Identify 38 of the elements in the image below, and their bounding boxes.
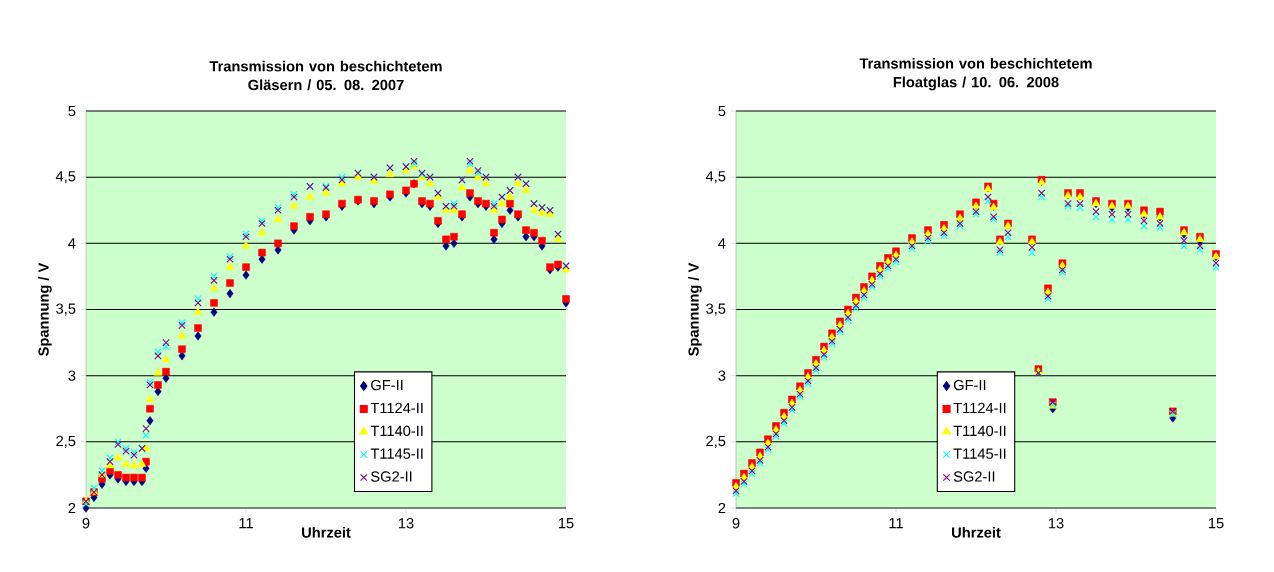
y-axis-title: Spannung / V xyxy=(688,262,702,356)
y-axis-title: Spannung / V xyxy=(38,262,52,356)
y-tick-label: 3,5 xyxy=(706,303,726,316)
y-tick-label: 3,5 xyxy=(56,303,76,316)
x-axis-title: Uhrzeit xyxy=(952,526,1001,538)
y-tick-label: 3 xyxy=(68,370,76,381)
y-tick-label: 2,5 xyxy=(56,435,76,448)
legend-label: T1124-II xyxy=(370,402,423,414)
legend-label: T1140-II xyxy=(953,425,1006,437)
x-tick-label: 15 xyxy=(1208,518,1224,529)
legend-label: GF-II xyxy=(953,379,986,391)
y-tick-label: 2,5 xyxy=(706,435,726,448)
legend-label: T1124-II xyxy=(953,402,1006,414)
x-tick-label: 13 xyxy=(1048,518,1064,529)
y-tick-label: 4,5 xyxy=(705,171,726,184)
chart-title: Transmission von beschichtetem Gläsern / 05. 08. 2007 xyxy=(209,60,442,91)
legend-label: GF-II xyxy=(371,379,403,391)
legend-label: SG2-II xyxy=(371,471,412,482)
y-tick-label: 2 xyxy=(718,502,726,514)
y-tick-label: 2 xyxy=(68,502,76,514)
y-tick-label: 3 xyxy=(718,370,726,381)
x-tick-label: 11 xyxy=(889,518,903,529)
y-tick-label: 4 xyxy=(68,238,76,249)
x-axis-title: Uhrzeit xyxy=(302,526,351,538)
legend-label: T1145-II xyxy=(953,448,1006,459)
chart-title: Transmission von beschichtetem Floatglas / 10. 06. 2008 xyxy=(859,57,1092,91)
x-tick-label: 9 xyxy=(732,518,740,529)
y-tick-label: 5 xyxy=(718,105,726,117)
legend-label: T1140-II xyxy=(370,425,423,437)
y-tick-label: 4,5 xyxy=(55,171,76,184)
x-tick-label: 13 xyxy=(398,518,414,529)
x-tick-label: 9 xyxy=(82,518,90,529)
x-tick-label: 15 xyxy=(558,518,574,529)
legend-label: SG2-II xyxy=(953,471,995,482)
y-tick-label: 5 xyxy=(68,105,76,117)
legend-label: T1145-II xyxy=(370,448,423,459)
x-tick-label: 11 xyxy=(239,518,253,529)
y-tick-label: 4 xyxy=(718,238,726,249)
